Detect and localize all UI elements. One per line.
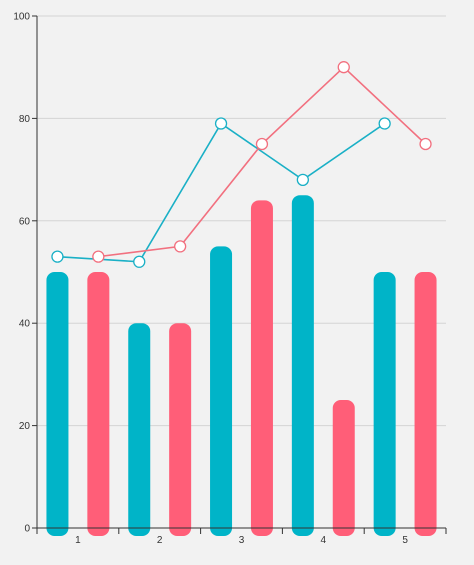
line-2-point-2	[173, 240, 187, 253]
x-tick-label: 2	[157, 535, 163, 546]
tick-labels: 0 20 40 60 80 100 1 2 3 4 5	[13, 12, 408, 547]
bar-s1-c5	[373, 272, 396, 536]
bar-s2-c4	[332, 400, 355, 536]
bar-s2-c5	[414, 272, 437, 536]
line-2-point-3	[255, 137, 269, 151]
x-tick-label: 1	[75, 535, 81, 546]
line-1-point-1	[51, 250, 64, 263]
bar-s2-c2	[169, 323, 192, 536]
y-tick-label: 40	[19, 319, 31, 330]
y-tick-label: 20	[19, 421, 31, 432]
line-1-point-5	[378, 117, 391, 130]
y-tick-label: 100	[13, 12, 30, 23]
line-2-point-5	[419, 137, 432, 151]
y-tick-label: 60	[19, 216, 31, 227]
line-series-1	[57, 122, 386, 263]
bar-s2-c1	[87, 272, 110, 536]
bar-s1-c1	[46, 272, 69, 536]
bar-s1-c2	[128, 323, 151, 536]
line-2-point-4	[337, 61, 350, 74]
bar-s1-c4	[291, 195, 314, 536]
y-tick-label: 80	[19, 114, 31, 125]
line-2-point-1	[92, 250, 105, 263]
line-1-point-3	[214, 117, 228, 130]
bar-series	[46, 195, 437, 536]
line-1-point-2	[133, 255, 146, 268]
y-tick-label: 0	[24, 524, 30, 535]
x-tick-label: 4	[321, 535, 327, 546]
x-tick-label: 5	[402, 535, 408, 546]
x-tick-label: 3	[239, 535, 245, 546]
axes	[32, 15, 447, 534]
line-series	[51, 61, 432, 268]
bar-s1-c3	[210, 246, 233, 536]
bar-s2-c3	[250, 200, 273, 536]
line-1-point-4	[296, 173, 310, 186]
